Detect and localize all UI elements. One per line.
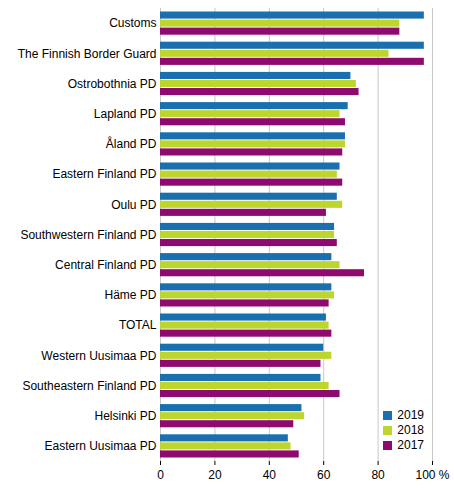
svg-text:Eastern Finland PD: Eastern Finland PD [52, 167, 156, 181]
svg-text:TOTAL: TOTAL [119, 318, 157, 332]
html-text:2019: 2019 [397, 408, 424, 422]
svg-text:Southeastern Finland PD: Southeastern Finland PD [22, 379, 156, 393]
svg-text:Western Uusimaa PD: Western Uusimaa PD [41, 349, 156, 363]
svg-text:Ostrobothnia PD: Ostrobothnia PD [68, 77, 157, 91]
svg-text:Åland PD: Åland PD [106, 136, 157, 151]
svg-text:20: 20 [208, 468, 222, 482]
svg-text:Häme PD: Häme PD [104, 288, 156, 302]
svg-text:60: 60 [317, 468, 331, 482]
svg-text:Oulu PD: Oulu PD [111, 198, 157, 212]
svg-text:0: 0 [157, 468, 164, 482]
svg-text:40: 40 [263, 468, 277, 482]
svg-text:Lapland PD: Lapland PD [94, 107, 157, 121]
svg-text:Central Finland PD: Central Finland PD [55, 258, 157, 272]
svg-text:100 %: 100 % [415, 468, 449, 482]
html-text:2017: 2017 [397, 438, 424, 452]
svg-text:Southwestern Finland PD: Southwestern Finland PD [20, 228, 156, 242]
svg-text:Helsinki PD: Helsinki PD [94, 409, 156, 423]
svg-text:The Finnish Border Guard: The Finnish Border Guard [18, 47, 157, 61]
svg-text:Eastern Uusimaa PD: Eastern Uusimaa PD [44, 439, 156, 453]
html-text:2018: 2018 [397, 423, 424, 437]
svg-text:Customs: Customs [109, 16, 156, 30]
svg-text:80: 80 [371, 468, 385, 482]
